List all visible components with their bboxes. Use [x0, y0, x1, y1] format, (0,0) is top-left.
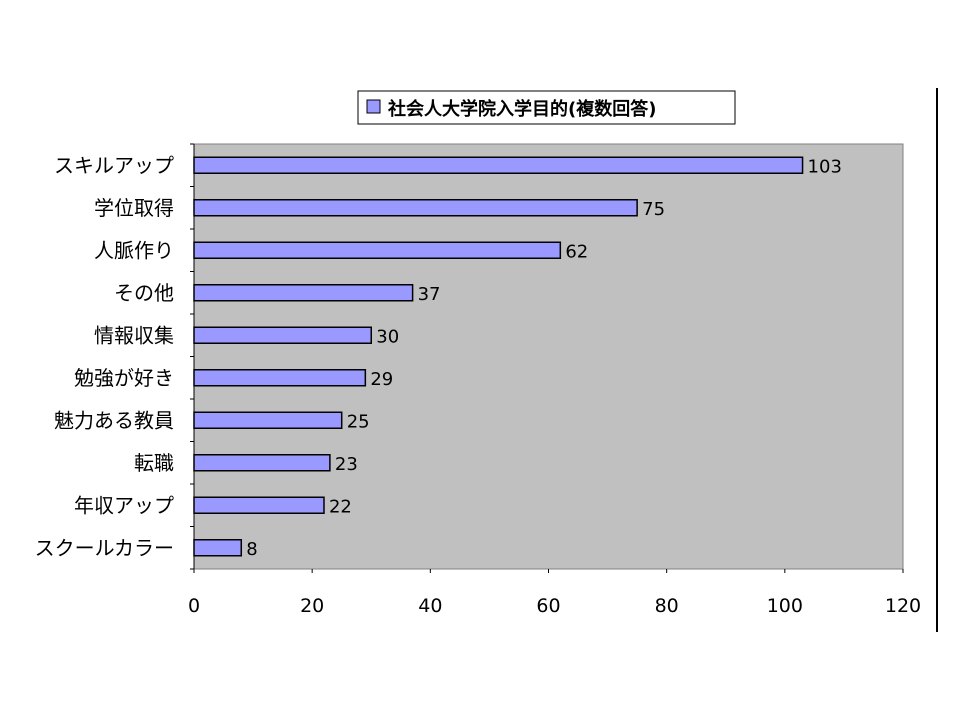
- bar: [193, 411, 343, 429]
- category-label: 魅力ある教員: [54, 408, 174, 432]
- data-label: 22: [329, 496, 352, 517]
- category-label: 勉強が好き: [74, 366, 174, 390]
- bar: [193, 199, 638, 217]
- data-label: 25: [347, 411, 370, 432]
- bar: [193, 539, 243, 557]
- x-tick-label: 40: [418, 595, 442, 617]
- data-label: 8: [246, 539, 257, 560]
- bar: [193, 326, 372, 344]
- x-tick-label: 100: [767, 595, 803, 617]
- x-tick-label: 80: [655, 595, 679, 617]
- category-label: 年収アップ: [74, 493, 174, 517]
- bars: [193, 156, 804, 557]
- legend-box: [357, 90, 736, 125]
- x-tick-label: 0: [188, 595, 200, 617]
- category-label: 学位取得: [94, 196, 174, 220]
- x-axis-tick-labels: 0 20 40 60 80 100 120: [188, 595, 921, 617]
- x-tick-label: 120: [885, 595, 921, 617]
- category-label: その他: [114, 281, 174, 305]
- data-label: 75: [642, 199, 665, 220]
- bar: [193, 454, 331, 472]
- x-tick-label: 60: [536, 595, 560, 617]
- category-labels: スキルアップ学位取得人脈作りその他情報収集勉強が好き魅力ある教員転職年収アップス…: [35, 153, 174, 560]
- data-label: 62: [565, 241, 588, 262]
- bar: [193, 284, 414, 302]
- data-label: 29: [370, 369, 393, 390]
- legend-label: 社会人大学院入学目的(複数回答): [388, 98, 656, 120]
- bar: [193, 369, 367, 387]
- category-label: スキルアップ: [54, 153, 174, 177]
- data-label: 37: [418, 284, 441, 305]
- data-label: 103: [808, 156, 842, 177]
- bar: [193, 156, 804, 174]
- category-label: 人脈作り: [94, 238, 174, 262]
- data-label: 30: [376, 326, 399, 347]
- category-label: スクールカラー: [35, 536, 174, 560]
- bar: [193, 241, 562, 259]
- category-label: 情報収集: [94, 323, 174, 347]
- legend: 社会人大学院入学目的(複数回答): [357, 90, 736, 125]
- x-tick-label: 20: [300, 595, 324, 617]
- category-label: 転職: [134, 451, 174, 475]
- bar: [193, 496, 325, 514]
- data-label: 23: [335, 454, 358, 475]
- legend-swatch: [366, 99, 381, 114]
